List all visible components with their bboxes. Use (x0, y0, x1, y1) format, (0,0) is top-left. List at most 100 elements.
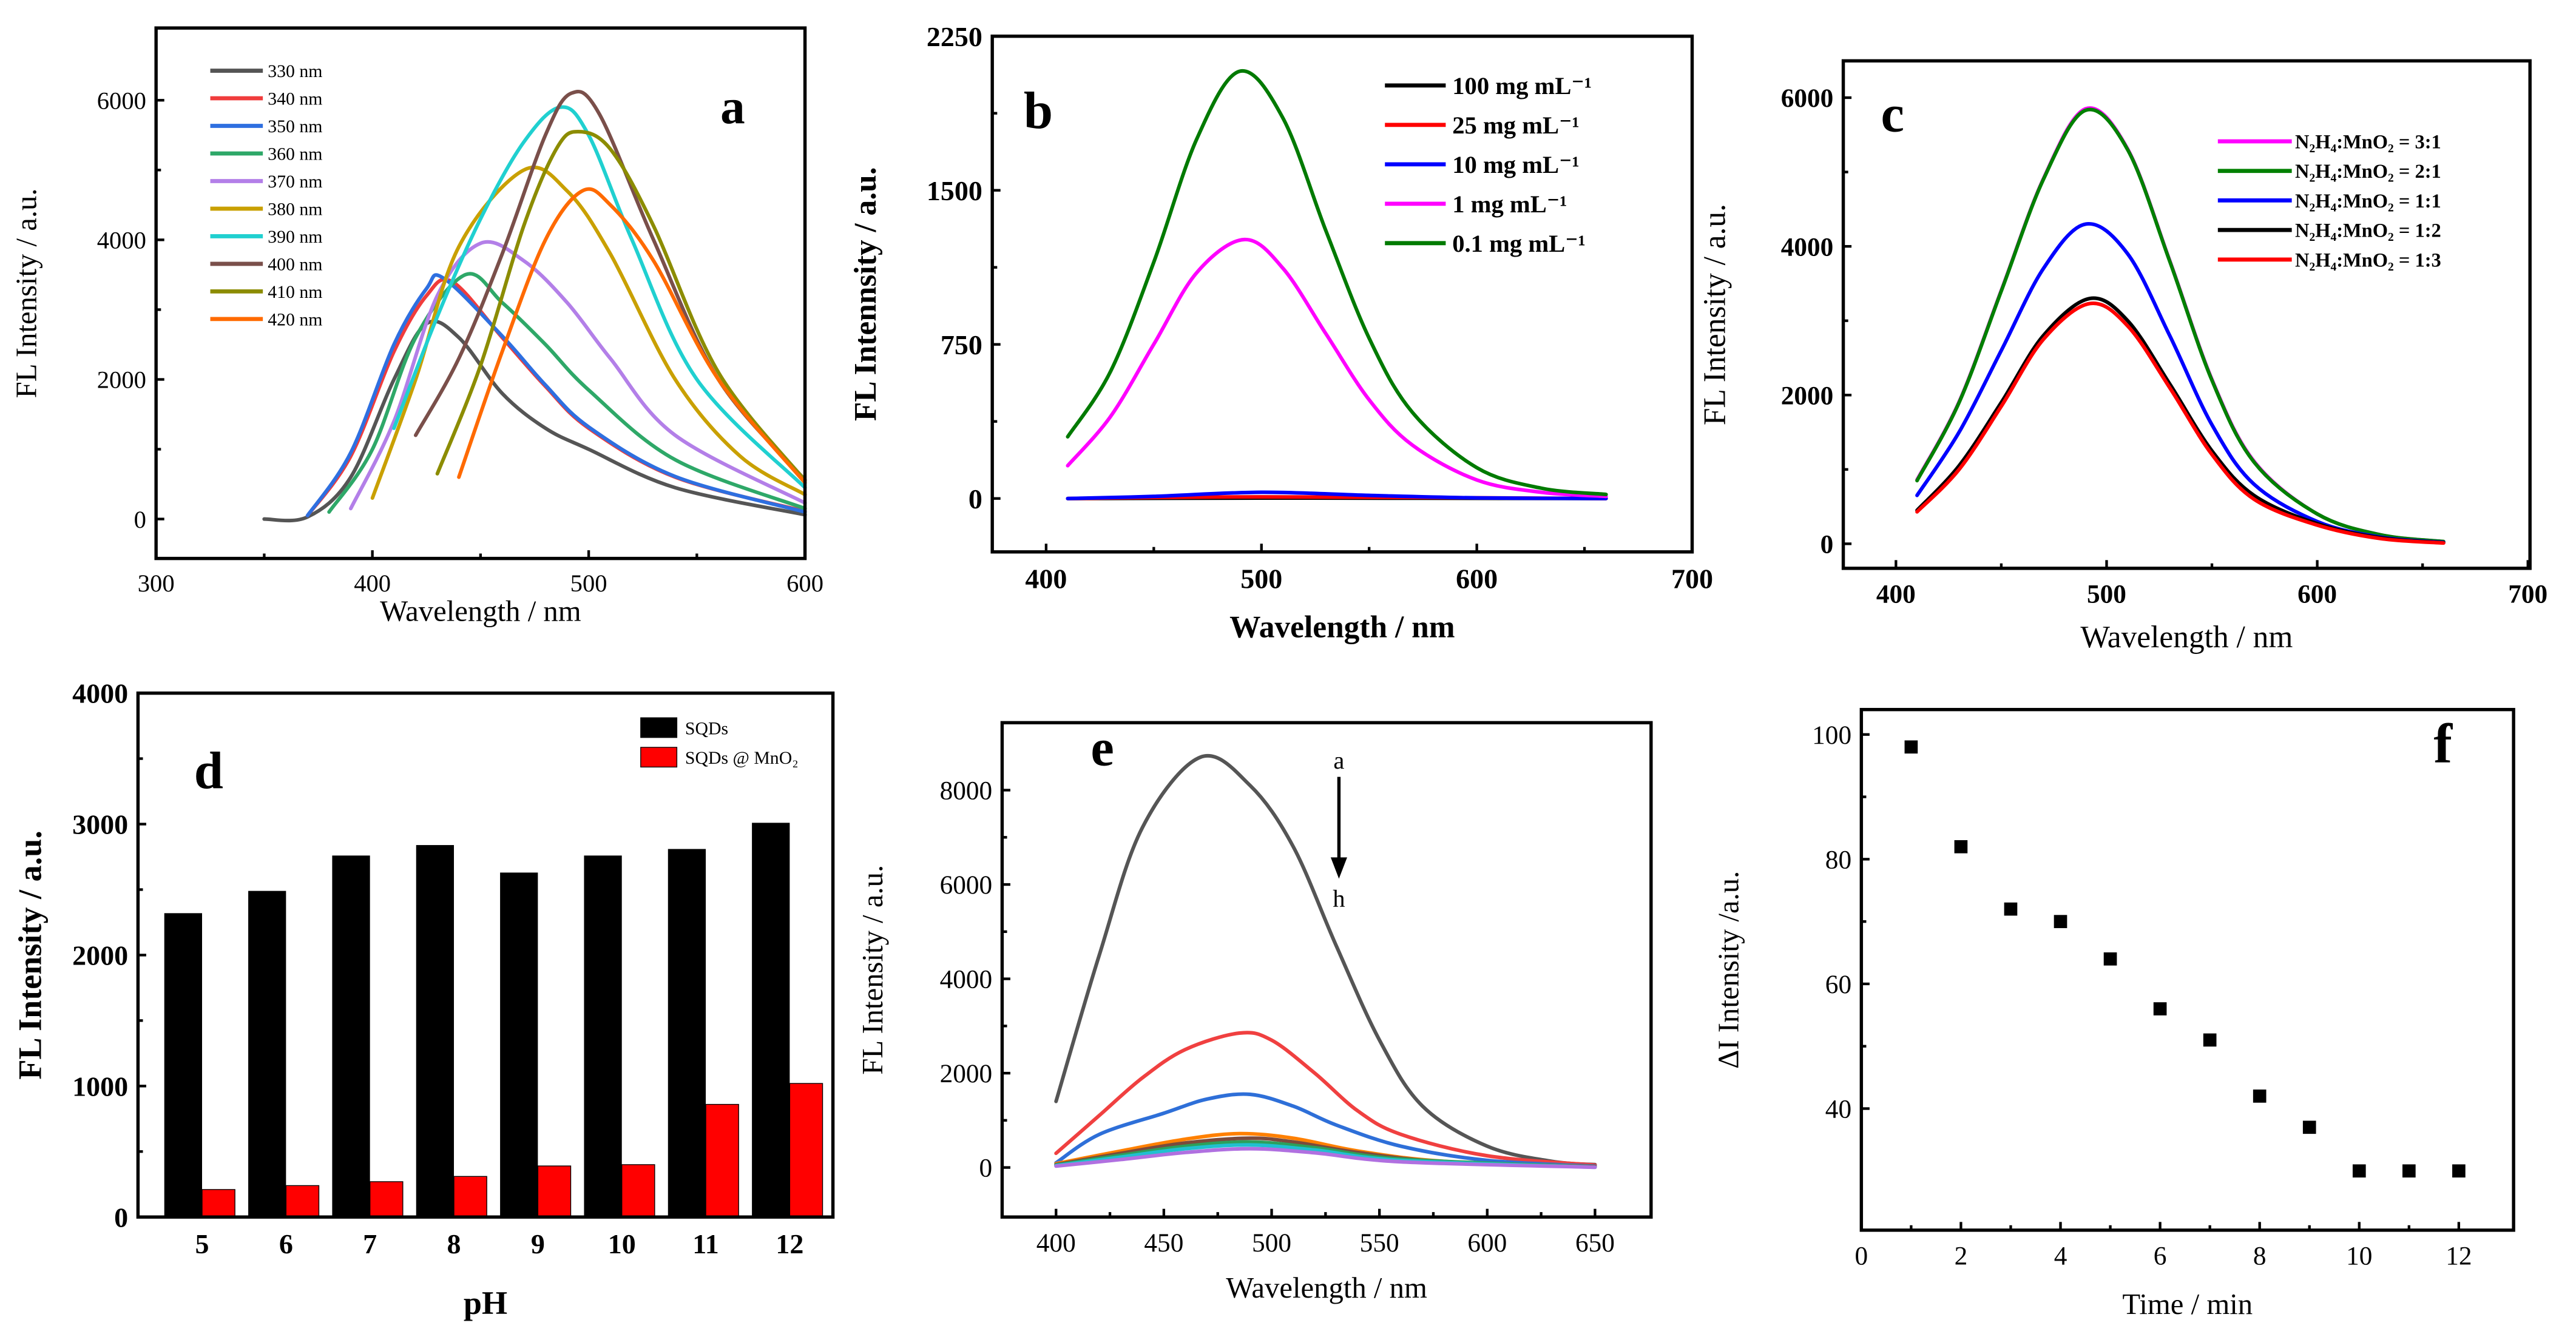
legend-label: N₂H₄:MnO₂ = 1:2 (2295, 220, 2441, 242)
x-tick-label: 6 (2154, 1242, 2167, 1271)
panel-label: f (2433, 712, 2453, 774)
y-tick-label: 0 (134, 506, 146, 533)
bar-sqds-mno2 (705, 1103, 739, 1217)
x-tick-label: 500 (2087, 580, 2126, 609)
annotation-end: h (1333, 885, 1345, 912)
y-tick-label: 0 (979, 1154, 993, 1183)
plot-frame (1841, 59, 2532, 570)
bar-sqds-mno2 (537, 1165, 572, 1217)
x-tick-label: 600 (786, 570, 823, 597)
x-tick-label: 400 (354, 570, 391, 597)
y-tick-label: 6000 (940, 871, 993, 900)
y-axis-label: ΔI Intensity /a.u. (1712, 871, 1745, 1069)
y-tick-label: 2000 (72, 940, 128, 971)
series-line-6 (392, 105, 807, 490)
x-tick-label: 400 (1036, 1228, 1076, 1258)
x-axis-label: Time / min (2122, 1288, 2253, 1321)
y-axis-label: FL Intensity / a.u. (12, 830, 49, 1080)
y-axis-label: FL Intennsity / a.u. (848, 167, 883, 421)
series-line-1 (1915, 107, 2446, 544)
legend-label: N₂H₄:MnO₂ = 1:3 (2295, 249, 2441, 271)
y-tick-label: 2000 (97, 366, 146, 394)
x-tick-label: 4 (2054, 1242, 2067, 1271)
bar-sqds-mno2 (453, 1176, 487, 1217)
legend-label: 25 mg mL⁻¹ (1452, 112, 1580, 139)
data-point (2253, 1089, 2267, 1103)
plot-frame (136, 691, 835, 1219)
panel-c: 0 2000 4000 6000 400 500 600 700 N₂H₄:MnO₂ = 3:1… (1698, 59, 2547, 655)
legend-label: 360 nm (268, 144, 322, 164)
x-tick-label: 500 (570, 570, 607, 597)
data-point (2352, 1164, 2366, 1178)
data-point (2103, 952, 2117, 966)
legend-label: 380 nm (268, 199, 322, 219)
arrow-down-icon (1330, 857, 1347, 879)
series-line-3 (1066, 237, 1608, 499)
x-tick-label: 700 (2508, 580, 2547, 609)
y-tick-label: 6000 (97, 87, 146, 114)
x-tick-label: 650 (1575, 1228, 1615, 1258)
bar-sqds (332, 855, 370, 1217)
legend-label: 340 nm (268, 89, 322, 109)
x-tick-label: 8 (2253, 1242, 2267, 1271)
y-tick-label: 2000 (1781, 381, 1834, 410)
y-tick-label: 100 (1812, 721, 1851, 750)
y-tick-label: 2000 (940, 1059, 993, 1088)
x-tick-label: 12 (776, 1228, 803, 1259)
bar-sqds (416, 845, 455, 1217)
plot-frame (990, 34, 1694, 554)
y-axis-label: FL Intensity / a.u. (10, 188, 43, 398)
legend-label: 0.1 mg mL⁻¹ (1452, 230, 1586, 257)
x-tick-label: 400 (1025, 563, 1067, 594)
y-tick-label: 4000 (1781, 232, 1834, 261)
panel-label: c (1881, 85, 1904, 143)
x-tick-label: 600 (1467, 1228, 1507, 1258)
y-tick-label: 80 (1825, 846, 1851, 875)
series-line-2 (1066, 490, 1608, 500)
legend-label: 420 nm (268, 309, 322, 329)
data-point (2153, 1002, 2167, 1015)
x-tick-label: 600 (2297, 580, 2337, 609)
panel-label: b (1024, 81, 1053, 140)
data-point (2054, 915, 2067, 928)
x-tick-label: 10 (608, 1228, 636, 1259)
x-tick-label: 500 (1240, 563, 1282, 594)
series-line-7 (1054, 1147, 1597, 1170)
legend-label: SQDs (685, 718, 728, 738)
panel-b: 0 750 1500 2250 400 500 600 700 100 mg mL⁻¹ 25 mg… (848, 21, 1713, 645)
legend-label: 370 nm (268, 172, 322, 192)
legend-label: 350 nm (268, 116, 322, 136)
data-point (2402, 1164, 2416, 1178)
plot-frame (1000, 721, 1653, 1219)
series-line-0 (1054, 754, 1597, 1167)
bar-sqds-mno2 (285, 1185, 320, 1217)
bar-sqds-mno2 (370, 1181, 404, 1217)
series-line-1 (1054, 1031, 1597, 1167)
legend-label: 390 nm (268, 227, 322, 247)
plot-frame (1859, 707, 2515, 1232)
y-tick-label: 1000 (72, 1071, 128, 1102)
annotation-start: a (1333, 747, 1344, 774)
x-tick-label: 700 (1671, 563, 1713, 594)
bar-sqds-mno2 (201, 1189, 235, 1217)
data-point (1904, 740, 1918, 754)
legend-label: 330 nm (268, 61, 322, 81)
panel-label: e (1090, 719, 1114, 777)
series-line-2 (1054, 1092, 1597, 1168)
series-line-4 (349, 240, 807, 511)
panel-e: 0 2000 4000 6000 8000 400 450 500 550 600 650 a h Wav… (856, 719, 1653, 1304)
x-axis-label: Wavelength / nm (2080, 620, 2293, 655)
y-tick-label: 750 (941, 329, 982, 360)
legend-label: 100 mg mL⁻¹ (1452, 72, 1592, 99)
y-tick-label: 0 (969, 483, 982, 514)
y-tick-label: 4000 (72, 678, 128, 709)
x-tick-label: 9 (531, 1228, 545, 1259)
data-point (1954, 840, 1968, 854)
series-line-4 (1915, 301, 2446, 545)
x-axis-label: Wavelength / nm (1226, 1271, 1427, 1304)
x-tick-label: 300 (138, 570, 175, 597)
x-tick-label: 10 (2346, 1242, 2372, 1271)
series-line-3 (327, 272, 807, 514)
legend-label: 1 mg mL⁻¹ (1452, 190, 1567, 218)
legend-label: N₂H₄:MnO₂ = 3:1 (2295, 131, 2441, 153)
